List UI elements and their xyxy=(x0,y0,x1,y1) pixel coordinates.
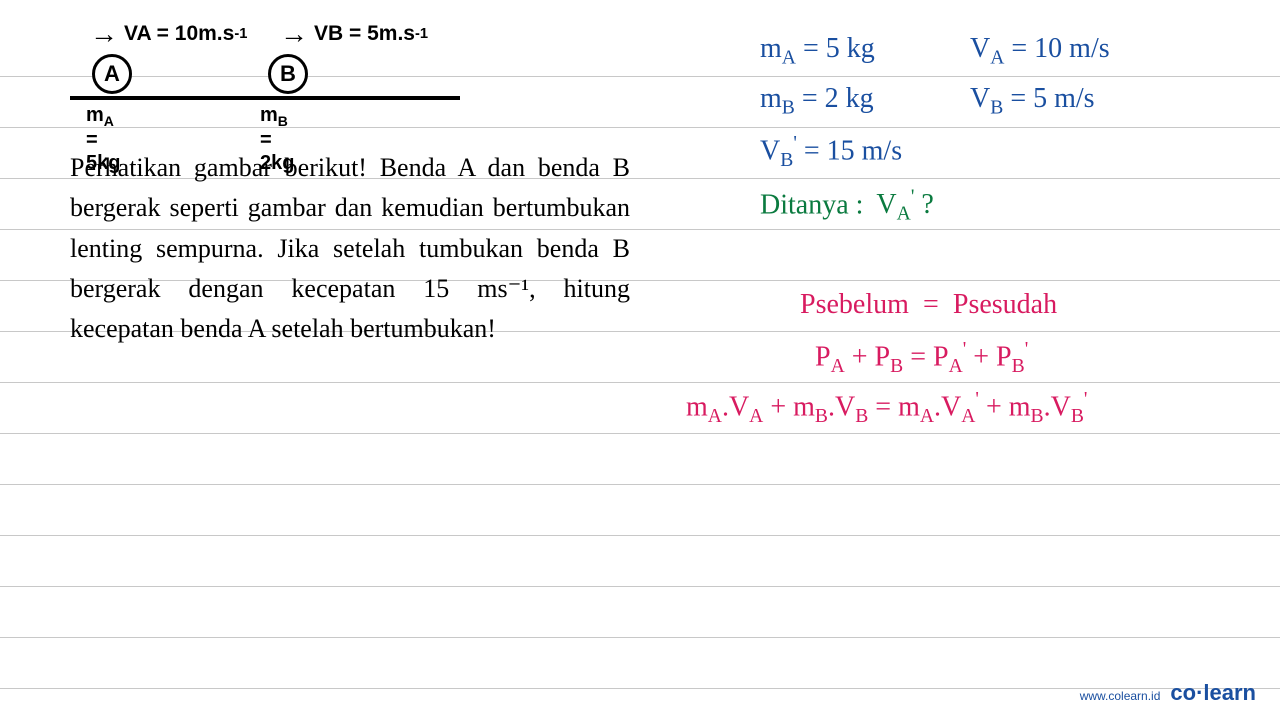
note-ma: mA = 5 kg xyxy=(760,32,875,70)
arrow-va: → VA = 10m.s-1 xyxy=(90,20,247,48)
note-mb: mB = 2 kg xyxy=(760,82,874,120)
watermark-brand: co·learn xyxy=(1170,680,1256,706)
problem-text: Perhatikan gambar berikut! Benda A dan b… xyxy=(70,148,630,349)
va-exp: -1 xyxy=(234,26,247,42)
eq-3: mA.VA + mB.VB = mA.VA' + mB.VB' xyxy=(686,388,1087,428)
arrow-right-icon: → xyxy=(90,20,118,48)
problem-block: → VA = 10m.s-1 → VB = 5m.s-1 A B mA = 5k… xyxy=(70,20,630,349)
watermark-site: www.colearn.id xyxy=(1080,689,1161,703)
vb-exp: -1 xyxy=(415,26,428,42)
ball-b: B xyxy=(268,54,308,94)
note-va: VA = 10 m/s xyxy=(970,32,1110,70)
ground-line xyxy=(70,96,460,100)
watermark: www.colearn.id co·learn xyxy=(1080,680,1256,706)
eq-2: PA + PB = PA' + PB' xyxy=(815,338,1028,378)
physics-diagram: → VA = 10m.s-1 → VB = 5m.s-1 A B mA = 5k… xyxy=(70,20,630,140)
note-ditanya: Ditanya : VA' ? xyxy=(760,186,934,226)
arrow-vb: → VB = 5m.s-1 xyxy=(280,20,428,48)
vb-label: VB = 5m.s xyxy=(314,22,415,46)
va-label: VA = 10m.s xyxy=(124,22,234,46)
note-vb: VB = 5 m/s xyxy=(970,82,1095,120)
mass-b-label: mB = 2kg xyxy=(260,104,294,175)
eq-1: Psebelum = Psesudah xyxy=(800,288,1057,322)
ball-a: A xyxy=(92,54,132,94)
mass-a-label: mA = 5kg xyxy=(86,104,120,175)
arrow-right-icon: → xyxy=(280,20,308,48)
note-vbprime: VB' = 15 m/s xyxy=(760,132,902,172)
